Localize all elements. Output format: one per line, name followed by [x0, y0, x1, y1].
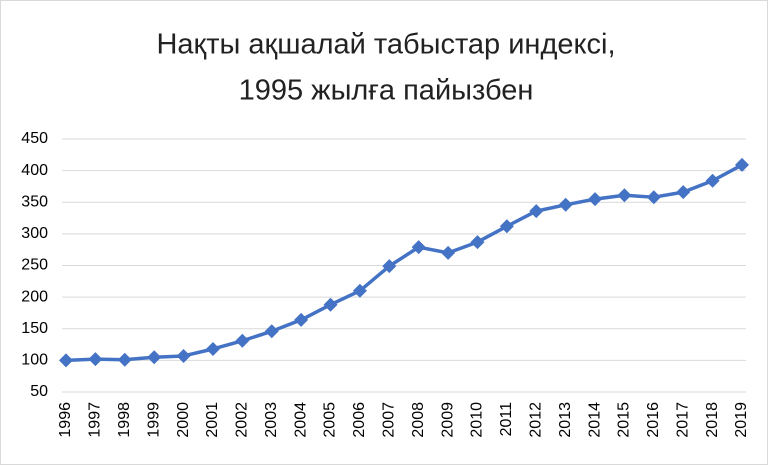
data-point	[382, 259, 397, 274]
data-point	[411, 240, 426, 255]
y-tick-label: 150	[21, 320, 48, 337]
x-tick-label: 2018	[704, 402, 721, 438]
y-tick-label: 350	[21, 193, 48, 210]
data-point	[88, 352, 103, 367]
data-point	[441, 245, 456, 260]
chart-title: 1995 жылға пайызбен	[239, 75, 534, 107]
x-tick-label: 2011	[498, 402, 515, 437]
x-tick-label: 2006	[351, 402, 368, 438]
x-tick-label: 2002	[234, 402, 251, 438]
data-point	[264, 324, 279, 339]
x-tick-label: 2007	[381, 402, 398, 438]
x-tick-label: 2003	[263, 402, 280, 438]
y-tick-label: 450	[21, 130, 48, 147]
data-point	[235, 333, 250, 348]
data-point	[499, 219, 514, 234]
x-tick-label: 1998	[116, 402, 133, 438]
x-tick-label: 2014	[586, 402, 603, 438]
x-tick-label: 2017	[674, 402, 691, 438]
data-point	[735, 157, 749, 172]
x-tick-label: 2005	[322, 402, 339, 438]
data-point	[59, 353, 73, 368]
data-point	[705, 173, 720, 188]
x-tick-label: 2016	[645, 402, 662, 438]
x-tick-label: 2010	[469, 402, 486, 438]
y-tick-label: 50	[30, 383, 48, 400]
data-point	[147, 350, 162, 365]
data-point	[117, 352, 132, 367]
data-point	[558, 197, 573, 212]
x-tick-label: 2015	[616, 402, 633, 438]
x-tick-label: 1999	[145, 402, 162, 438]
x-tick-label: 2009	[439, 402, 456, 438]
data-point	[176, 348, 191, 363]
data-point	[294, 312, 309, 327]
data-point	[529, 204, 544, 219]
x-tick-label: 2008	[410, 402, 427, 438]
data-point	[205, 341, 220, 356]
y-tick-label: 200	[21, 288, 48, 305]
data-point	[676, 185, 691, 200]
y-tick-label: 250	[21, 257, 48, 274]
x-tick-label: 2012	[527, 402, 544, 438]
x-tick-label: 2001	[204, 402, 221, 438]
x-tick-label: 2004	[292, 402, 309, 438]
x-tick-label: 1996	[57, 402, 74, 438]
data-point	[617, 188, 632, 203]
x-tick-label: 2013	[557, 402, 574, 438]
data-point	[352, 283, 367, 298]
x-tick-label: 1997	[87, 402, 104, 438]
y-tick-label: 100	[21, 352, 48, 369]
y-tick-label: 300	[21, 225, 48, 242]
data-point	[646, 190, 661, 205]
data-point	[323, 297, 338, 312]
x-tick-label: 2019	[733, 402, 750, 438]
x-tick-label: 2000	[175, 402, 192, 438]
y-tick-label: 400	[21, 162, 48, 179]
data-point	[588, 192, 603, 207]
data-point	[470, 235, 485, 250]
chart-title: Нақты ақшалай табыстар индексі,	[156, 29, 615, 61]
